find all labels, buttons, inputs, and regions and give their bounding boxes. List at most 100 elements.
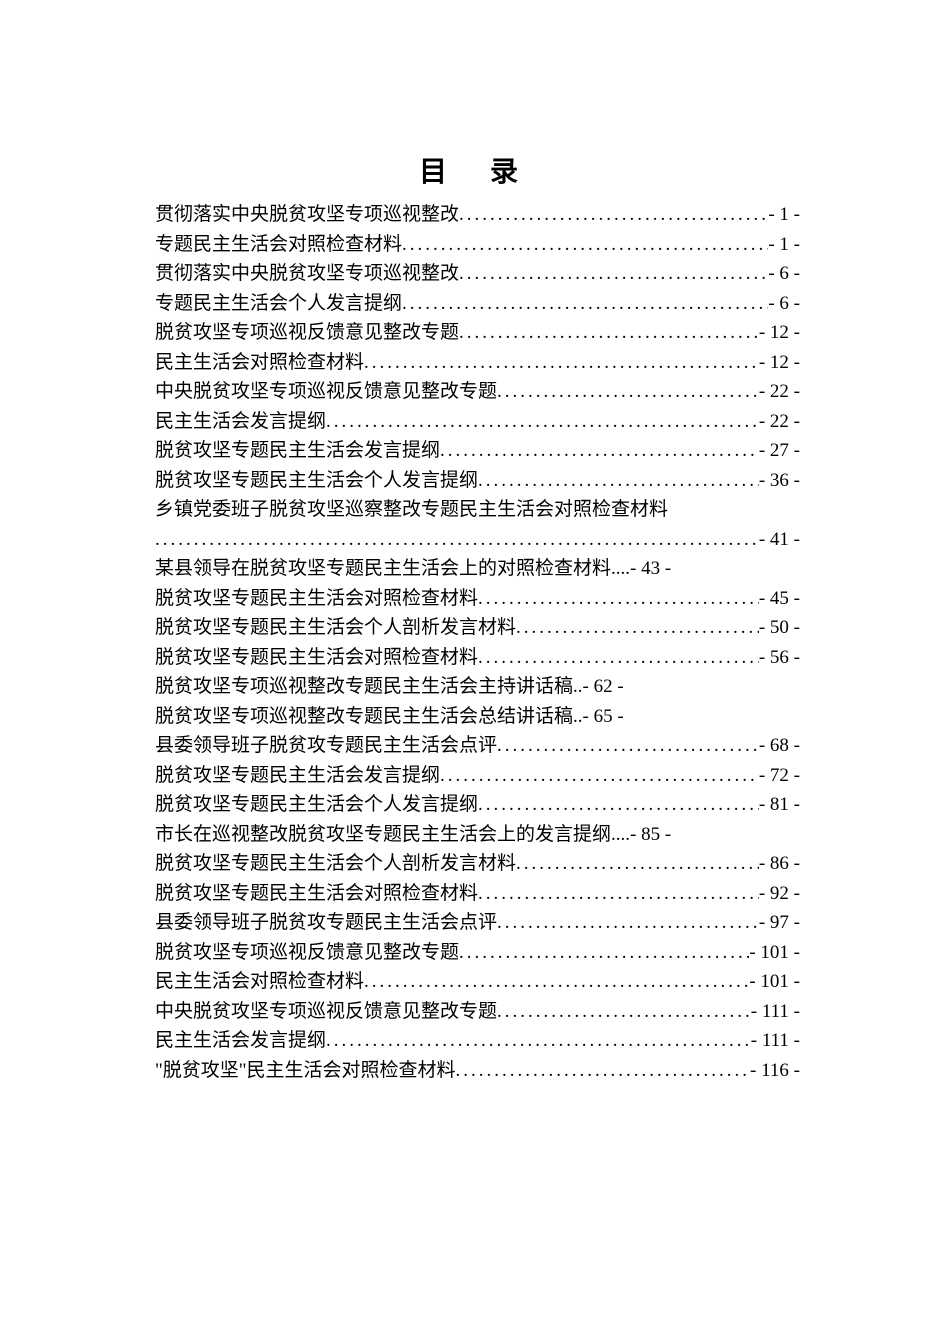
toc-leader	[326, 407, 759, 437]
toc-leader	[497, 377, 759, 407]
toc-page-number: - 12 -	[759, 318, 800, 348]
toc-entry: "脱贫攻坚"民主生活会对照检查材料 - 116 -	[155, 1056, 800, 1086]
toc-entry-text: 脱贫攻坚专题民主生活会对照检查材料	[155, 879, 478, 909]
toc-entry: 某县领导在脱贫攻坚专题民主生活会上的对照检查材料....- 43 -	[155, 554, 800, 584]
toc-entry-text: 贯彻落实中央脱贫攻坚专项巡视整改	[155, 200, 459, 230]
toc-entry: 脱贫攻坚专项巡视整改专题民主生活会主持讲话稿..- 62 -	[155, 672, 800, 702]
toc-entry-text: 专题民主生活会个人发言提纲	[155, 289, 402, 319]
toc-entry-text: 脱贫攻坚专题民主生活会个人剖析发言材料	[155, 849, 516, 879]
toc-entry-text: 脱贫攻坚专题民主生活会个人发言提纲	[155, 790, 478, 820]
toc-leader	[440, 761, 759, 791]
toc-leader	[516, 849, 759, 879]
toc-entry: 脱贫攻坚专项巡视整改专题民主生活会总结讲话稿..- 65 -	[155, 702, 800, 732]
toc-page-number: - 81 -	[759, 790, 800, 820]
toc-page-number: - 6 -	[768, 289, 800, 319]
toc-page-number: - 116 -	[750, 1056, 800, 1086]
toc-page-number: - 6 -	[768, 259, 800, 289]
toc-entry: 脱贫攻坚专题民主生活会个人发言提纲 - 81 -	[155, 790, 800, 820]
toc-entry: 脱贫攻坚专题民主生活会对照检查材料 - 92 -	[155, 879, 800, 909]
toc-entry: 中央脱贫攻坚专项巡视反馈意见整改专题 - 22 -	[155, 377, 800, 407]
toc-page-number: - 12 -	[759, 348, 800, 378]
toc-leader	[402, 230, 768, 260]
toc-entry-text: 民主生活会对照检查材料	[155, 348, 364, 378]
toc-page-number: - 1 -	[768, 230, 800, 260]
toc-page-number: - 62 -	[583, 672, 624, 702]
toc-leader	[478, 643, 759, 673]
toc-entry: 脱贫攻坚专题民主生活会对照检查材料 - 45 -	[155, 584, 800, 614]
toc-entry-text: 脱贫攻坚专题民主生活会对照检查材料	[155, 584, 478, 614]
toc-entry: 脱贫攻坚专题民主生活会个人发言提纲 - 36 -	[155, 466, 800, 496]
toc-entry-text: 贯彻落实中央脱贫攻坚专项巡视整改	[155, 259, 459, 289]
toc-leader	[459, 200, 768, 230]
toc-entry-text: 脱贫攻坚专项巡视整改专题民主生活会主持讲话稿..	[155, 672, 583, 702]
toc-entry: 民主生活会发言提纲 - 22 -	[155, 407, 800, 437]
toc-leader	[364, 348, 759, 378]
toc-entry: 中央脱贫攻坚专项巡视反馈意见整改专题 - 111 -	[155, 997, 800, 1027]
toc-entry-text: 脱贫攻坚专题民主生活会个人发言提纲	[155, 466, 478, 496]
toc-page-number: - 72 -	[759, 761, 800, 791]
toc-leader	[497, 908, 759, 938]
toc-page-number: - 36 -	[759, 466, 800, 496]
toc-entry-text: 脱贫攻坚专题民主生活会对照检查材料	[155, 643, 478, 673]
toc-entry-text: "脱贫攻坚"民主生活会对照检查材料	[155, 1056, 456, 1086]
toc-entry: 脱贫攻坚专题民主生活会发言提纲- 27 -	[155, 436, 800, 466]
toc-entry-text: 中央脱贫攻坚专项巡视反馈意见整改专题	[155, 377, 497, 407]
toc-leader	[459, 259, 768, 289]
toc-page-number: - 92 -	[759, 879, 800, 909]
toc-page-number: - 22 -	[759, 377, 800, 407]
toc-leader	[402, 289, 768, 319]
toc-page-number: - 27 -	[759, 436, 800, 466]
toc-entry-text: 中央脱贫攻坚专项巡视反馈意见整改专题	[155, 997, 497, 1027]
toc-leader	[478, 879, 759, 909]
toc-entry-text: 县委领导班子脱贫攻专题民主生活会点评	[155, 731, 497, 761]
toc-body: 贯彻落实中央脱贫攻坚专项巡视整改- 1 -专题民主生活会对照检查材料- 1 -贯…	[155, 200, 800, 1085]
toc-entry-text: 专题民主生活会对照检查材料	[155, 230, 402, 260]
toc-page-number: - 65 -	[583, 702, 624, 732]
toc-entry: 民主生活会对照检查材料 - 12 -	[155, 348, 800, 378]
document-page: 目 录 贯彻落实中央脱贫攻坚专项巡视整改 - 1 - 专题民主生活会对照检查材料 - …	[0, 0, 950, 1085]
toc-entry: 贯彻落实中央脱贫攻坚专项巡视整改 - 1 -	[155, 200, 800, 230]
toc-page-number: - 1 -	[768, 200, 800, 230]
toc-entry: 脱贫攻坚专项巡视反馈意见整改专题 - 101 -	[155, 938, 800, 968]
toc-page-number: - 22 -	[759, 407, 800, 437]
toc-leader	[516, 613, 759, 643]
toc-entry: 脱贫攻坚专题民主生活会个人剖析发言材料 - 50 -	[155, 613, 800, 643]
toc-entry-text: 脱贫攻坚专题民主生活会发言提纲	[155, 761, 440, 791]
toc-entry: 县委领导班子脱贫攻专题民主生活会点评 - 68 -	[155, 731, 800, 761]
toc-leader	[478, 790, 759, 820]
toc-entry: 专题民主生活会对照检查材料 - 1 -	[155, 230, 800, 260]
toc-leader	[459, 318, 759, 348]
toc-page-number: - 50 -	[759, 613, 800, 643]
toc-entry-text: 县委领导班子脱贫攻专题民主生活会点评	[155, 908, 497, 938]
toc-leader	[497, 731, 759, 761]
toc-page-number: - 86 -	[759, 849, 800, 879]
toc-page-number: - 97 -	[759, 908, 800, 938]
toc-entry: 市长在巡视整改脱贫攻坚专题民主生活会上的发言提纲....- 85 -	[155, 820, 800, 850]
toc-page-number: - 111 -	[751, 1026, 800, 1056]
toc-entry: 脱贫攻坚专题民主生活会发言提纲 - 72 -	[155, 761, 800, 791]
toc-page-number: - 56 -	[759, 643, 800, 673]
toc-title: 目 录	[155, 150, 800, 190]
toc-leader	[478, 584, 759, 614]
toc-page-number: - 111 -	[751, 997, 800, 1027]
toc-entry-text: 民主生活会发言提纲	[155, 407, 326, 437]
toc-page-number: - 101 -	[749, 938, 800, 968]
toc-entry: 脱贫攻坚专题民主生活会个人剖析发言材料 - 86 -	[155, 849, 800, 879]
toc-entry-text: 民主生活会对照检查材料	[155, 967, 364, 997]
toc-page-number: - 68 -	[759, 731, 800, 761]
toc-entry: 贯彻落实中央脱贫攻坚专项巡视整改 - 6 -	[155, 259, 800, 289]
toc-leader	[440, 436, 759, 466]
toc-entry: 专题民主生活会个人发言提纲 - 6 -	[155, 289, 800, 319]
toc-entry: 脱贫攻坚专题民主生活会对照检查材料 - 56 -	[155, 643, 800, 673]
toc-entry-text: 脱贫攻坚专项巡视反馈意见整改专题	[155, 938, 459, 968]
toc-page-number: - 101 -	[749, 967, 800, 997]
toc-leader	[456, 1056, 751, 1086]
toc-entry: 脱贫攻坚专项巡视反馈意见整改专题- 12 -	[155, 318, 800, 348]
toc-entry: 乡镇党委班子脱贫攻坚巡察整改专题民主生活会对照检查材料- 41 -	[155, 495, 800, 554]
toc-entry-text: 脱贫攻坚专题民主生活会个人剖析发言材料	[155, 613, 516, 643]
toc-entry-text: 民主生活会发言提纲	[155, 1026, 326, 1056]
toc-leader	[497, 997, 751, 1027]
toc-leader	[364, 967, 749, 997]
toc-leader	[459, 938, 749, 968]
toc-page-number: - 45 -	[759, 584, 800, 614]
